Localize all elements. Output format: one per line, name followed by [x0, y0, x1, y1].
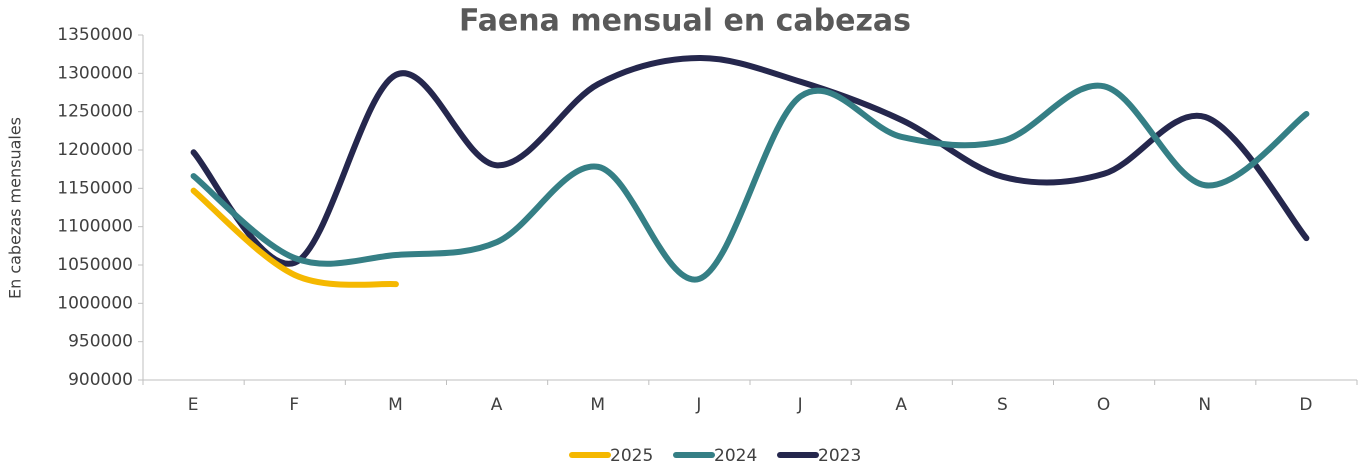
legend-label: 2023: [818, 446, 861, 466]
y-tick-label: 1000000: [57, 293, 133, 313]
chart-title: Faena mensual en cabezas: [459, 4, 911, 39]
y-tick-label: 1050000: [57, 255, 133, 275]
y-tick-label: 1350000: [57, 25, 133, 45]
y-tick-label: 1100000: [57, 217, 133, 237]
series-line: [190, 54, 1310, 267]
series-line: [190, 187, 399, 288]
x-tick-label: D: [1299, 395, 1313, 415]
x-tick-label: J: [797, 395, 804, 415]
x-tick-label: F: [289, 395, 300, 415]
x-tick-label: A: [491, 395, 504, 415]
y-tick-label: 1150000: [57, 178, 133, 198]
x-tick-label: M: [590, 395, 606, 415]
y-axis-label: En cabezas mensuales: [6, 117, 25, 299]
x-tick-label: O: [1097, 395, 1111, 415]
y-tick-label: 950000: [68, 332, 133, 352]
x-tick-label: J: [695, 395, 702, 415]
legend-label: 2024: [714, 446, 757, 466]
y-tick-label: 1200000: [57, 140, 133, 160]
x-tick-label: E: [188, 395, 200, 415]
y-tick-label: 1250000: [57, 102, 133, 122]
x-tick-label: S: [997, 395, 1009, 415]
y-tick-label: 1300000: [57, 63, 133, 83]
x-tick-label: A: [895, 395, 908, 415]
y-tick-label: 900000: [68, 370, 133, 390]
series-line: [190, 82, 1310, 283]
legend-label: 2025: [610, 446, 653, 466]
x-tick-label: M: [388, 395, 404, 415]
x-tick-label: N: [1198, 395, 1212, 415]
